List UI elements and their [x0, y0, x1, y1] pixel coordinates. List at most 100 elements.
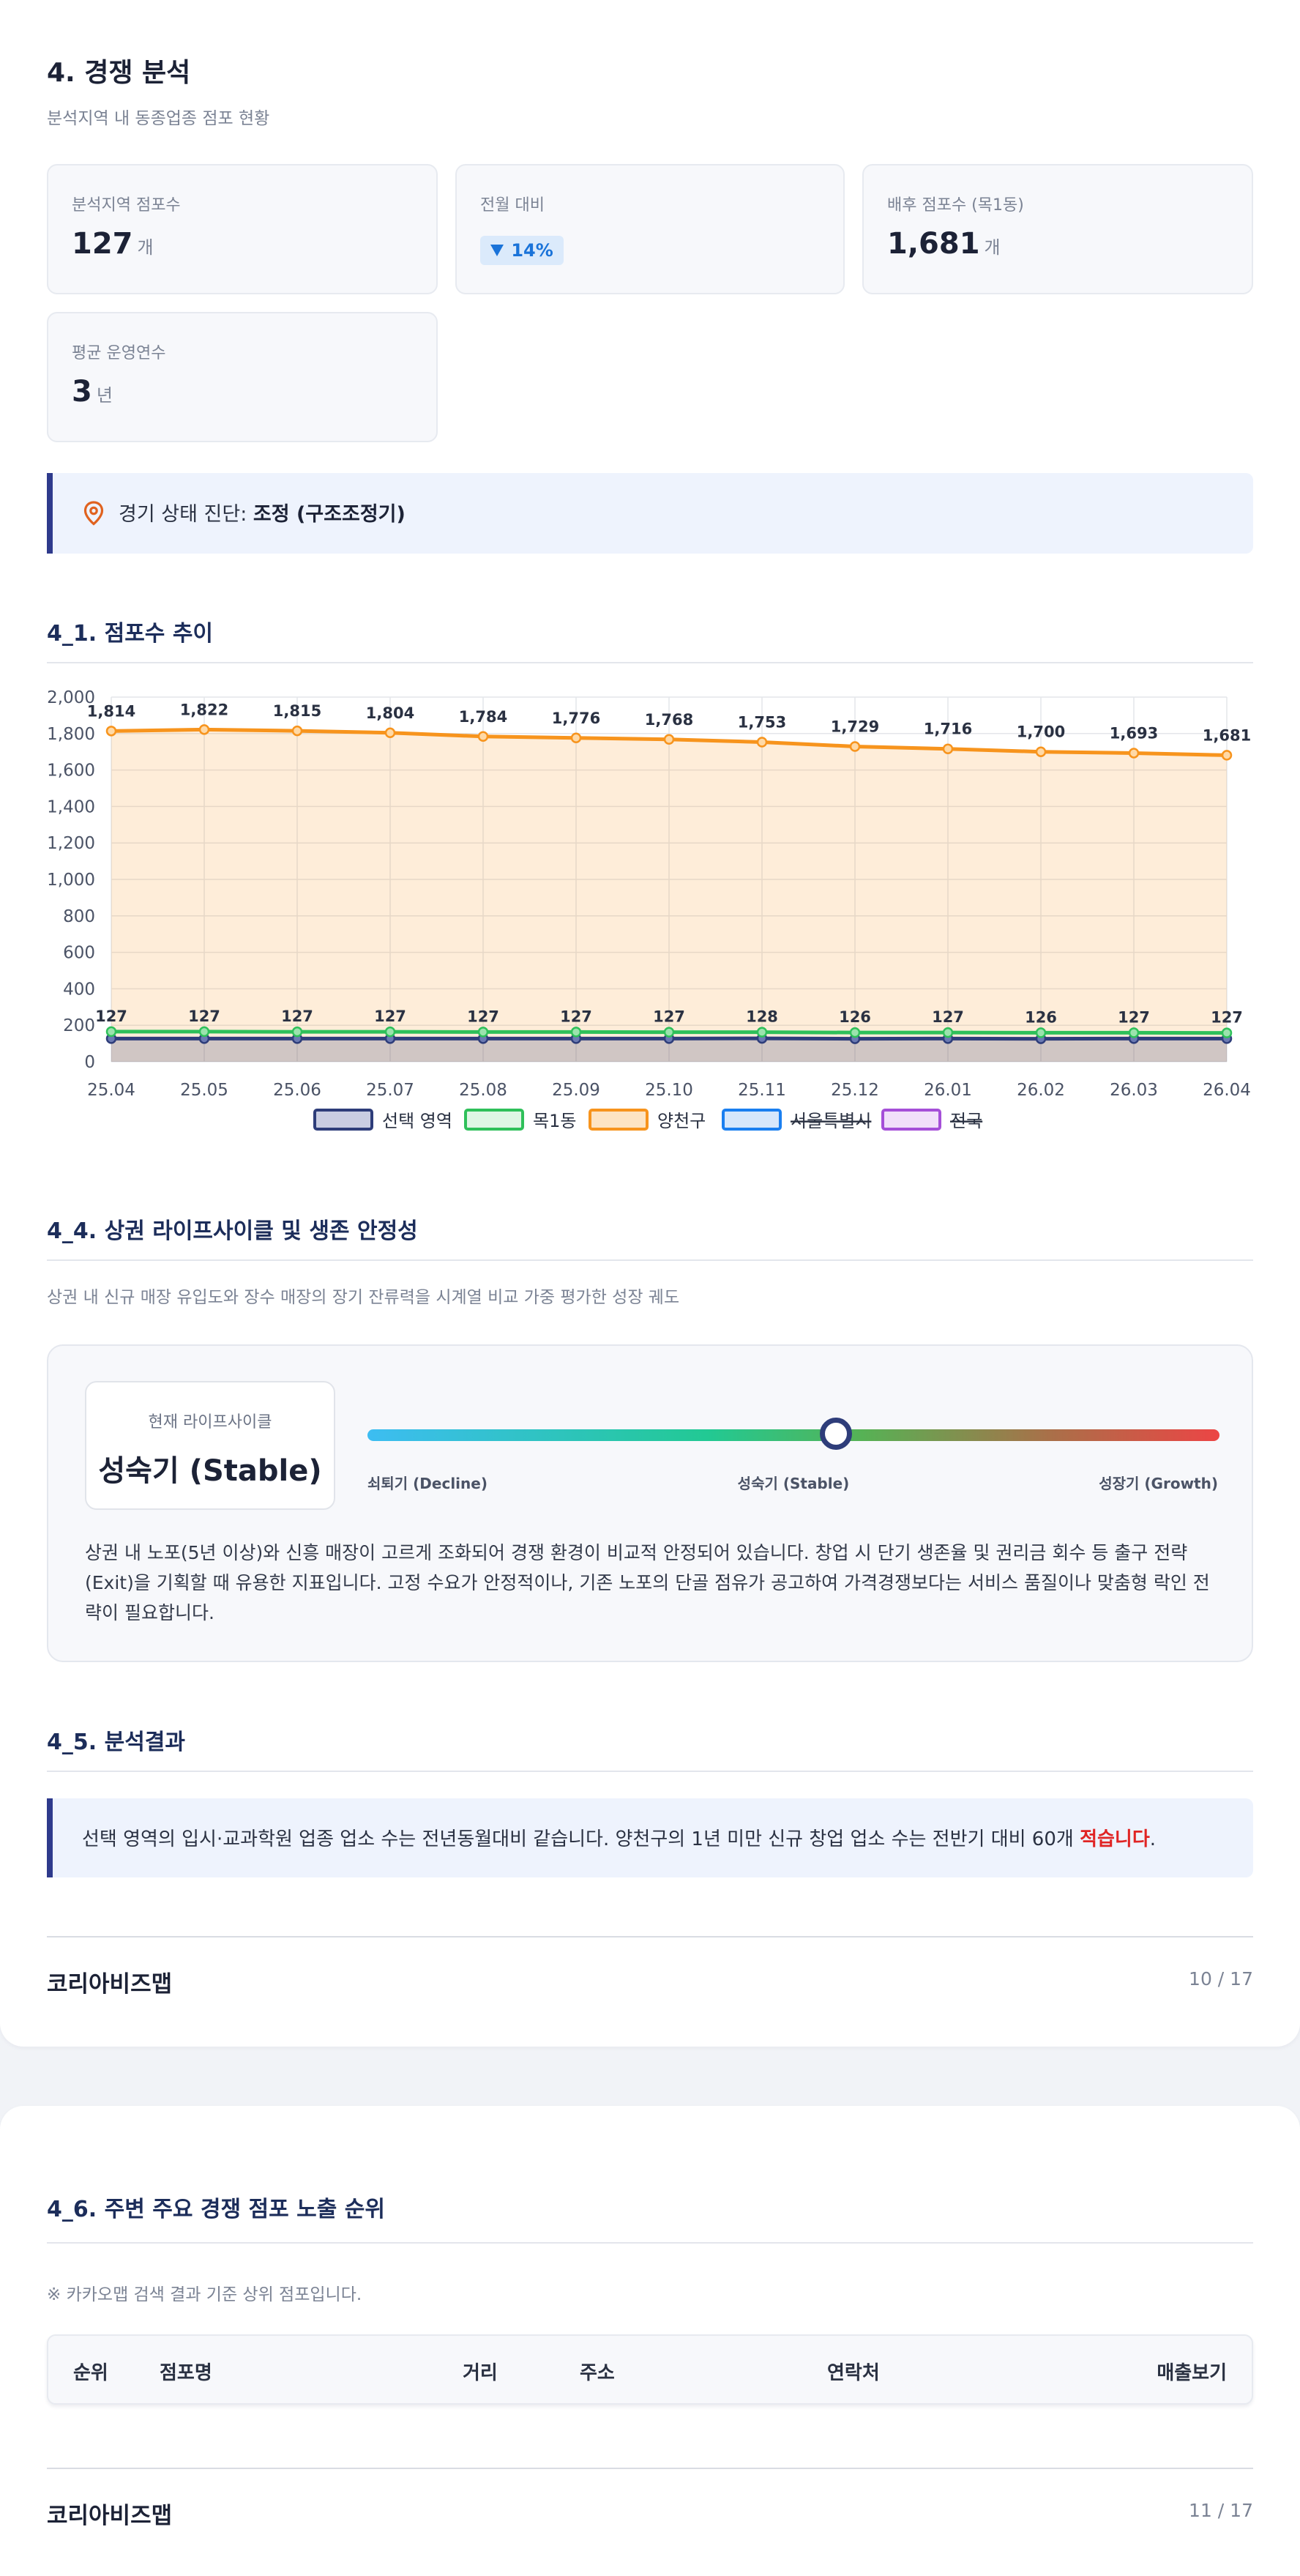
x-tick-label: 26.03: [1110, 1081, 1158, 1100]
data-label-yangcheon: 1,716: [924, 721, 972, 738]
column-distance: 거리: [463, 2362, 498, 2384]
y-tick-label: 0: [84, 1053, 95, 1072]
legend-label: 서울특별시: [791, 1111, 871, 1131]
data-point: [384, 727, 396, 739]
data-point: [1035, 746, 1047, 757]
legend-swatch: [589, 1109, 649, 1131]
data-label-yangcheon: 1,815: [273, 702, 321, 720]
legend-label: 목1동: [533, 1111, 576, 1131]
x-tick-label: 25.10: [645, 1081, 693, 1100]
ranking-table-header: 순위 점포명 거리 주소 연락처 매출보기: [47, 2334, 1253, 2405]
data-point: [198, 1026, 210, 1038]
data-label-selected: 127: [1118, 1008, 1150, 1026]
y-tick-label: 1,000: [47, 871, 95, 890]
data-label-selected: 127: [95, 1008, 127, 1025]
result-title: 4_5. 분석결과: [47, 1730, 185, 1755]
y-tick-label: 1,600: [47, 762, 95, 781]
stat-value: 127 개: [72, 227, 154, 261]
legend-swatch: [464, 1109, 524, 1131]
data-label-yangcheon: 1,822: [180, 701, 228, 718]
data-label-selected: 127: [560, 1008, 592, 1025]
data-point: [1128, 1027, 1140, 1038]
legend-label: 전국: [950, 1111, 982, 1131]
legend-label: 양천구: [657, 1111, 706, 1131]
x-tick-label: 25.08: [459, 1081, 507, 1100]
data-point: [1221, 750, 1233, 761]
data-point: [477, 1027, 489, 1038]
data-label-selected: 126: [1025, 1008, 1057, 1026]
lifecycle-position-marker: [820, 1418, 853, 1450]
x-tick-label: 25.11: [738, 1081, 786, 1100]
data-label-selected: 127: [281, 1008, 313, 1025]
y-tick-label: 1,200: [47, 834, 95, 853]
y-tick-label: 800: [63, 907, 95, 926]
stat-value: 1,681 개: [887, 227, 1001, 261]
footer-page-number: 11 / 17: [1189, 2500, 1253, 2521]
footer-divider: [47, 2468, 1253, 2469]
data-point: [756, 737, 768, 748]
lifecycle-current-value: 성숙기 (Stable): [98, 1454, 322, 1488]
x-tick-label: 25.05: [180, 1081, 228, 1100]
change-badge: 14%: [480, 236, 564, 265]
stat-card-mom-change: 전월 대비 14%: [455, 164, 845, 294]
lifecycle-mark-stable: 성숙기 (Stable): [737, 1475, 850, 1492]
triangle-down-icon: [490, 245, 504, 256]
footer-brand: 코리아비즈맵: [47, 2503, 173, 2529]
lifecycle-title: 4_4. 상권 라이프사이클 및 생존 안정성: [47, 1218, 418, 1244]
data-point: [849, 741, 861, 752]
y-tick-label: 600: [63, 944, 95, 963]
divider: [47, 662, 1253, 663]
data-point: [942, 1027, 954, 1038]
data-label-yangcheon: 1,681: [1203, 726, 1251, 744]
data-label-yangcheon: 1,784: [459, 708, 507, 726]
report-page-10: 4. 경쟁 분석 분석지역 내 동종업종 점포 현황 분석지역 점포수 127 개…: [0, 0, 1300, 2047]
lifecycle-mark-growth: 성장기 (Growth): [1099, 1475, 1218, 1492]
lifecycle-current-box: 현재 라이프사이클 성숙기 (Stable): [85, 1381, 335, 1510]
divider: [47, 1771, 1253, 1772]
x-tick-label: 25.09: [552, 1081, 600, 1100]
y-tick-label: 200: [63, 1016, 95, 1035]
data-label-yangcheon: 1,768: [645, 711, 693, 729]
legend-swatch: [881, 1109, 941, 1131]
result-banner: 선택 영역의 입시·교과학원 업종 업소 수는 전년동월대비 같습니다. 양천구…: [47, 1798, 1253, 1877]
section-title: 4. 경쟁 분석: [47, 58, 191, 88]
legend-swatch: [722, 1109, 782, 1131]
data-point: [477, 731, 489, 742]
x-tick-label: 25.04: [87, 1081, 135, 1100]
stat-label: 분석지역 점포수: [72, 196, 181, 215]
column-address: 주소: [580, 2362, 615, 2384]
data-point: [570, 1027, 582, 1038]
location-pin-icon: [83, 501, 104, 526]
stat-label: 평균 운영연수: [72, 344, 166, 362]
data-point: [198, 724, 210, 735]
data-label-selected: 127: [932, 1008, 964, 1026]
data-label-yangcheon: 1,804: [366, 704, 414, 722]
data-point: [663, 734, 675, 745]
data-point: [1035, 1027, 1047, 1038]
legend-swatch: [313, 1109, 373, 1131]
diagnosis-banner: 경기 상태 진단: 조정 (구조조정기): [47, 473, 1253, 554]
x-tick-label: 25.12: [831, 1081, 879, 1100]
stat-card-background-stores: 배후 점포수 (목1동) 1,681 개: [862, 164, 1253, 294]
section-subtitle: 분석지역 내 동종업종 점포 현황: [47, 109, 270, 128]
divider: [47, 2242, 1253, 2244]
data-label-selected: 126: [839, 1008, 871, 1026]
data-label-selected: 128: [746, 1008, 778, 1026]
series-area-0: [111, 1038, 1227, 1062]
y-tick-label: 1,800: [47, 725, 95, 744]
data-label-selected: 127: [188, 1008, 220, 1025]
diagnosis-text: 경기 상태 진단: 조정 (구조조정기): [119, 503, 406, 526]
data-point: [1221, 1027, 1233, 1038]
data-label-selected: 127: [467, 1008, 499, 1025]
data-label-selected: 127: [1211, 1009, 1243, 1027]
column-sales-view[interactable]: 매출보기: [1157, 2362, 1227, 2384]
y-tick-label: 2,000: [47, 688, 95, 707]
stat-label: 배후 점포수 (목1동): [887, 196, 1024, 215]
store-count-trend-chart: 0 200 400 600 800 1,000 1,200 1,400 1,600 1,800 2,…: [47, 688, 1251, 1131]
data-point: [384, 1026, 396, 1038]
lifecycle-current-label: 현재 라이프사이클: [148, 1413, 272, 1432]
legend-label: 선택 영역: [382, 1111, 452, 1131]
lifecycle-mark-decline: 쇠퇴기 (Decline): [367, 1475, 488, 1492]
